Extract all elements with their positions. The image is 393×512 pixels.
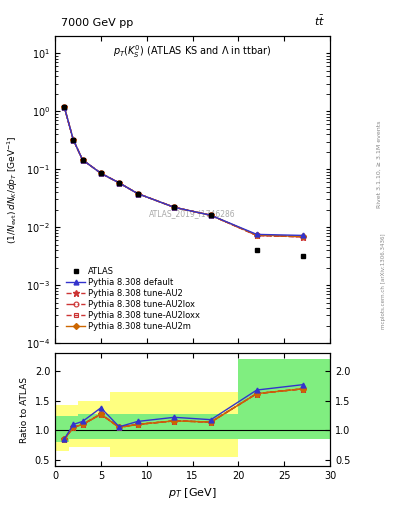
- Text: mcplots.cern.ch [arXiv:1306.3436]: mcplots.cern.ch [arXiv:1306.3436]: [381, 234, 386, 329]
- Pythia 8.308 tune-AU2loxx: [135, 190, 140, 197]
- Pythia 8.308 tune-AU2loxx: [71, 137, 76, 143]
- Pythia 8.308 tune-AU2lox: [117, 180, 121, 186]
- Pythia 8.308 default: [254, 231, 259, 238]
- Pythia 8.308 tune-AU2loxx: [117, 180, 121, 186]
- Pythia 8.308 tune-AU2m: [117, 180, 121, 186]
- Pythia 8.308 tune-AU2m: [62, 103, 66, 110]
- Pythia 8.308 tune-AU2m: [135, 190, 140, 197]
- Pythia 8.308 tune-AU2lox: [62, 103, 66, 110]
- Line: ATLAS: ATLAS: [62, 104, 305, 258]
- Pythia 8.308 default: [71, 137, 76, 143]
- Pythia 8.308 tune-AU2m: [80, 157, 85, 163]
- ATLAS: [62, 103, 66, 110]
- ATLAS: [99, 170, 103, 176]
- Y-axis label: $(1/N_\mathrm{evt})\,dN_K/dp_T\;[\mathrm{GeV}^{-1}]$: $(1/N_\mathrm{evt})\,dN_K/dp_T\;[\mathrm…: [6, 135, 20, 244]
- Pythia 8.308 default: [117, 180, 121, 186]
- Text: 7000 GeV pp: 7000 GeV pp: [61, 18, 133, 28]
- X-axis label: $p_T$ [GeV]: $p_T$ [GeV]: [168, 486, 217, 500]
- Pythia 8.308 tune-AU2: [99, 170, 103, 176]
- ATLAS: [300, 253, 305, 259]
- Text: $t\bar{t}$: $t\bar{t}$: [314, 14, 325, 28]
- Pythia 8.308 tune-AU2m: [300, 233, 305, 240]
- Pythia 8.308 tune-AU2m: [172, 204, 176, 210]
- Y-axis label: Ratio to ATLAS: Ratio to ATLAS: [20, 377, 29, 442]
- Pythia 8.308 tune-AU2: [80, 157, 85, 163]
- Line: Pythia 8.308 tune-AU2m: Pythia 8.308 tune-AU2m: [62, 104, 305, 239]
- Pythia 8.308 tune-AU2loxx: [80, 157, 85, 163]
- Line: Pythia 8.308 tune-AU2lox: Pythia 8.308 tune-AU2lox: [62, 104, 305, 239]
- Pythia 8.308 tune-AU2m: [99, 170, 103, 176]
- Text: ATLAS_2019_I1746286: ATLAS_2019_I1746286: [149, 209, 236, 219]
- Pythia 8.308 default: [172, 204, 176, 210]
- Pythia 8.308 default: [62, 103, 66, 110]
- Legend: ATLAS, Pythia 8.308 default, Pythia 8.308 tune-AU2, Pythia 8.308 tune-AU2lox, Py: ATLAS, Pythia 8.308 default, Pythia 8.30…: [65, 265, 202, 333]
- Pythia 8.308 tune-AU2lox: [300, 234, 305, 240]
- Pythia 8.308 default: [99, 170, 103, 176]
- Pythia 8.308 tune-AU2: [135, 190, 140, 197]
- Pythia 8.308 tune-AU2m: [71, 137, 76, 143]
- Pythia 8.308 tune-AU2: [62, 103, 66, 110]
- Pythia 8.308 tune-AU2loxx: [172, 204, 176, 210]
- Pythia 8.308 tune-AU2lox: [172, 204, 176, 210]
- Pythia 8.308 default: [135, 190, 140, 197]
- Pythia 8.308 tune-AU2loxx: [209, 212, 213, 219]
- Pythia 8.308 tune-AU2lox: [135, 190, 140, 197]
- Pythia 8.308 default: [80, 157, 85, 163]
- Text: Rivet 3.1.10, ≥ 3.1M events: Rivet 3.1.10, ≥ 3.1M events: [377, 120, 382, 207]
- Pythia 8.308 tune-AU2loxx: [62, 103, 66, 110]
- Pythia 8.308 default: [300, 232, 305, 239]
- ATLAS: [172, 204, 176, 210]
- ATLAS: [117, 180, 121, 186]
- ATLAS: [80, 157, 85, 163]
- Pythia 8.308 tune-AU2lox: [80, 157, 85, 163]
- Line: Pythia 8.308 default: Pythia 8.308 default: [62, 104, 305, 238]
- Pythia 8.308 tune-AU2lox: [99, 170, 103, 176]
- Pythia 8.308 tune-AU2: [209, 212, 213, 219]
- ATLAS: [135, 190, 140, 197]
- Pythia 8.308 tune-AU2lox: [254, 232, 259, 239]
- ATLAS: [209, 212, 213, 219]
- Line: Pythia 8.308 tune-AU2loxx: Pythia 8.308 tune-AU2loxx: [62, 104, 305, 239]
- Pythia 8.308 tune-AU2loxx: [99, 170, 103, 176]
- Pythia 8.308 tune-AU2lox: [209, 212, 213, 219]
- Pythia 8.308 tune-AU2lox: [71, 137, 76, 143]
- Pythia 8.308 tune-AU2: [71, 137, 76, 143]
- ATLAS: [71, 137, 76, 143]
- Pythia 8.308 tune-AU2loxx: [254, 232, 259, 239]
- Line: Pythia 8.308 tune-AU2: Pythia 8.308 tune-AU2: [61, 103, 306, 240]
- Text: $p_T(K^0_S)$ (ATLAS KS and $\Lambda$ in ttbar): $p_T(K^0_S)$ (ATLAS KS and $\Lambda$ in …: [113, 44, 272, 60]
- Pythia 8.308 tune-AU2loxx: [300, 234, 305, 240]
- Pythia 8.308 tune-AU2: [117, 180, 121, 186]
- Pythia 8.308 tune-AU2m: [209, 212, 213, 219]
- Pythia 8.308 default: [209, 212, 213, 219]
- Pythia 8.308 tune-AU2: [254, 232, 259, 239]
- Pythia 8.308 tune-AU2m: [254, 232, 259, 238]
- Pythia 8.308 tune-AU2: [300, 234, 305, 240]
- ATLAS: [254, 247, 259, 253]
- Pythia 8.308 tune-AU2: [172, 204, 176, 210]
